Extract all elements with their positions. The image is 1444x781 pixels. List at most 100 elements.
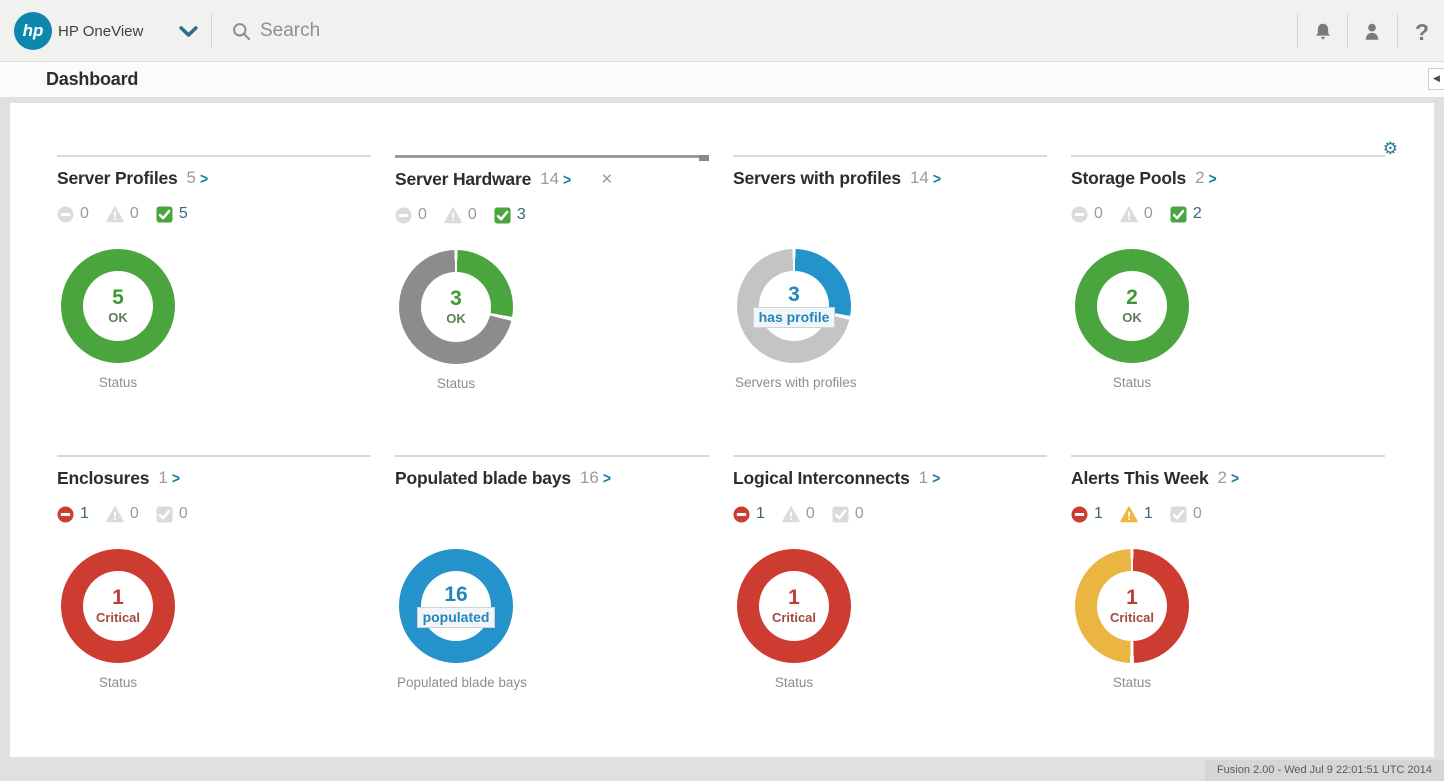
- panel-count: 2: [1217, 468, 1227, 487]
- status-row: [395, 503, 709, 525]
- status-count: 0: [805, 505, 815, 522]
- panel-count-link[interactable]: 2 >: [1209, 468, 1240, 488]
- panel-title-row: Logical Interconnects 1 >: [733, 463, 1047, 493]
- donut-center: 2 OK: [1097, 271, 1167, 341]
- status-filter-warning[interactable]: 0: [106, 205, 139, 223]
- panel-title: Server Profiles: [57, 167, 178, 188]
- donut-chart[interactable]: 2 OK: [1075, 249, 1189, 363]
- panel-count-link[interactable]: 16 >: [571, 468, 611, 488]
- search-input[interactable]: [260, 16, 580, 46]
- donut-caption: Status: [98, 675, 138, 690]
- status-count: 0: [1094, 205, 1103, 222]
- panel-top-border: [395, 155, 709, 161]
- page-title: Dashboard: [46, 69, 139, 89]
- user-menu-button[interactable]: [1358, 18, 1386, 46]
- critical-icon: [57, 505, 74, 523]
- status-filter-critical[interactable]: 0: [1071, 205, 1103, 223]
- panel-count: 2: [1195, 168, 1205, 187]
- status-count: 5: [178, 205, 188, 222]
- panel-drag-handle[interactable]: [699, 155, 709, 161]
- status-filter-critical[interactable]: 1: [733, 505, 765, 523]
- donut-value: 3: [788, 282, 800, 306]
- status-filter-warning[interactable]: 0: [1120, 205, 1153, 223]
- donut-center: 16 populated: [416, 571, 496, 641]
- status-filter-critical[interactable]: 0: [57, 205, 89, 223]
- chevron-down-icon[interactable]: [179, 25, 198, 43]
- status-filter-critical[interactable]: 0: [395, 206, 427, 224]
- panel-top-border: [733, 155, 1047, 157]
- dashboard-panel: Server Hardware 14 > × 0 0 3 3 OK Status: [395, 155, 709, 455]
- panel-title-row: Populated blade bays 16 >: [395, 463, 709, 493]
- donut-chart[interactable]: 3 OK: [399, 250, 513, 364]
- status-filter-warning[interactable]: 1: [1120, 505, 1153, 523]
- donut-caption: Status: [1112, 375, 1152, 390]
- right-arrow-icon: >: [932, 468, 941, 488]
- donut-chart[interactable]: 3 has profile: [737, 249, 851, 363]
- status-filter-warning[interactable]: 0: [106, 505, 139, 523]
- status-filter-warning[interactable]: 0: [782, 505, 815, 523]
- donut-chart[interactable]: 16 populated: [399, 549, 513, 663]
- status-count: 1: [756, 505, 765, 522]
- panel-title: Servers with profiles: [733, 167, 901, 188]
- panel-title-row: Servers with profiles 14 >: [733, 163, 1047, 193]
- ok-icon: [832, 505, 849, 523]
- ok-icon: [1170, 505, 1187, 523]
- panel-count-link[interactable]: 14 >: [901, 168, 941, 188]
- dashboard-card: ⚙ Server Profiles 5 >0 0 5 5 OK Status Server Ha…: [10, 103, 1434, 757]
- close-icon[interactable]: ×: [601, 168, 613, 190]
- donut-value: 5: [112, 285, 124, 309]
- product-name: HP OneView: [58, 22, 144, 40]
- donut-center: 3 has profile: [752, 271, 836, 341]
- notifications-button[interactable]: [1309, 18, 1337, 46]
- status-filter-critical[interactable]: 1: [57, 505, 89, 523]
- divider: [211, 14, 212, 48]
- panel-count: 5: [186, 168, 197, 187]
- dashboard-panel: Logical Interconnects 1 >1 0 0 1 Critical Statu…: [733, 455, 1047, 755]
- warning-icon: [1120, 505, 1138, 522]
- ok-icon: [156, 505, 173, 523]
- critical-icon: [1071, 205, 1088, 223]
- donut-caption: Servers with profiles: [735, 375, 857, 390]
- gear-icon[interactable]: ⚙: [1382, 139, 1398, 159]
- panel-title-row: Alerts This Week 2 >: [1071, 463, 1385, 493]
- panel-title: Server Hardware: [395, 168, 532, 189]
- status-filter-ok[interactable]: 0: [1170, 505, 1202, 523]
- donut-value: 2: [1126, 285, 1138, 309]
- donut-label: Critical: [95, 610, 141, 626]
- donut-chart[interactable]: 1 Critical: [61, 549, 175, 663]
- panel-top-border: [733, 455, 1047, 457]
- panel-count-link[interactable]: 5 >: [178, 168, 209, 188]
- donut-chart[interactable]: 1 Critical: [1075, 549, 1189, 663]
- donut-label: OK: [1122, 310, 1142, 326]
- top-bar: hp HP OneView ?: [0, 0, 1444, 62]
- panel-count-link[interactable]: 14 >: [531, 169, 571, 189]
- status-filter-warning[interactable]: 0: [444, 206, 477, 224]
- donut-chart[interactable]: 1 Critical: [737, 549, 851, 663]
- panel-count-link[interactable]: 1 >: [910, 468, 941, 488]
- status-count: 1: [1143, 505, 1153, 522]
- status-filter-ok[interactable]: 3: [494, 206, 526, 224]
- ok-icon: [156, 205, 173, 223]
- status-count: 0: [467, 206, 477, 223]
- donut-chart[interactable]: 5 OK: [61, 249, 175, 363]
- status-count: 0: [418, 206, 427, 223]
- sidebar-collapse-button[interactable]: ◀: [1428, 68, 1444, 90]
- donut-value: 16: [444, 582, 468, 606]
- status-filter-ok[interactable]: 5: [156, 205, 188, 223]
- dashboard-panel: Populated blade bays 16 >16 populated Popula…: [395, 455, 709, 755]
- panel-top-border: [395, 455, 709, 457]
- status-filter-ok[interactable]: 0: [156, 505, 188, 523]
- status-filter-ok[interactable]: 0: [832, 505, 864, 523]
- status-filter-critical[interactable]: 1: [1071, 505, 1103, 523]
- nav-bar: Dashboard ◀: [0, 62, 1444, 97]
- hp-logo[interactable]: hp: [14, 12, 52, 50]
- version-footer: Fusion 2.00 - Wed Jul 9 22:01:51 UTC 201…: [1204, 760, 1444, 781]
- help-button[interactable]: ?: [1408, 18, 1436, 46]
- divider: [1397, 14, 1398, 48]
- panel-count: 1: [158, 468, 168, 487]
- panel-count-link[interactable]: 2 >: [1186, 168, 1217, 188]
- panel-count-link[interactable]: 1 >: [149, 468, 180, 488]
- critical-icon: [733, 505, 750, 523]
- status-filter-ok[interactable]: 2: [1170, 205, 1202, 223]
- bell-icon: [1316, 23, 1330, 40]
